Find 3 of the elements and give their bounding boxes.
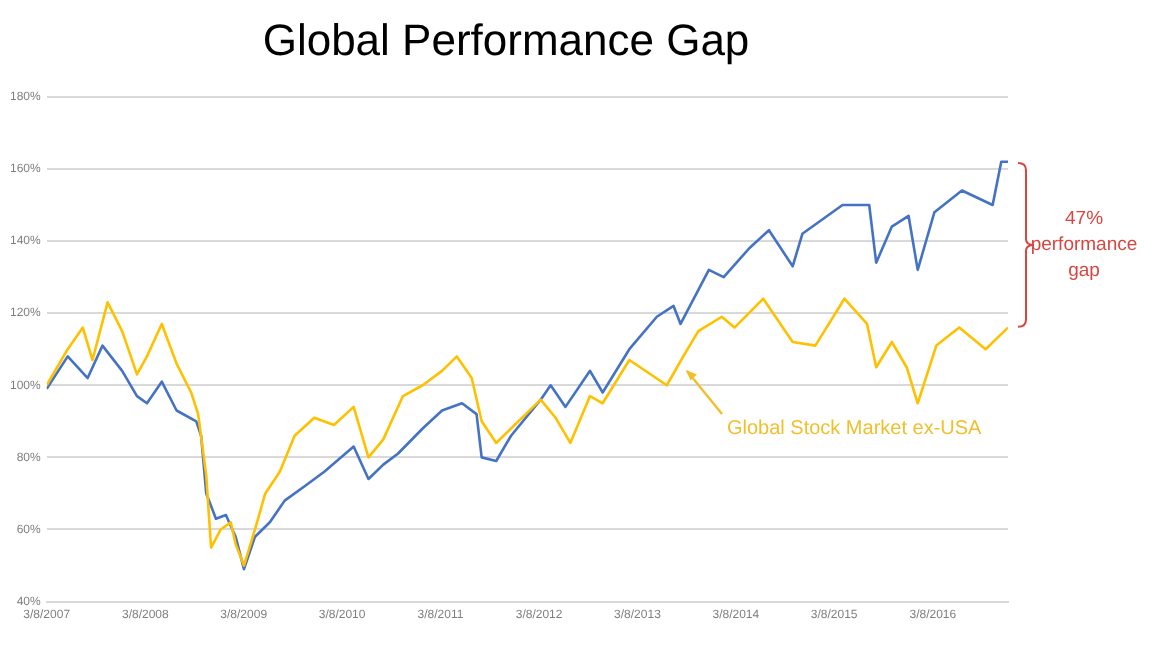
text: 47% performance gap bbox=[1030, 207, 1138, 282]
chart-title: Global Performance Gap bbox=[262, 14, 750, 65]
annotation: Global Stock Market ex-USA bbox=[726, 417, 983, 440]
